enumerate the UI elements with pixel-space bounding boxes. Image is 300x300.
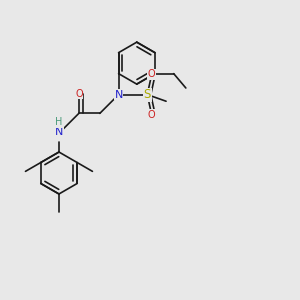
Text: O: O (148, 110, 155, 120)
Text: O: O (75, 88, 82, 98)
Text: O: O (148, 69, 155, 79)
Text: N: N (114, 90, 123, 100)
Text: H: H (55, 117, 63, 127)
Text: N: N (55, 127, 63, 137)
Text: S: S (144, 88, 151, 101)
Text: H: H (56, 127, 64, 137)
